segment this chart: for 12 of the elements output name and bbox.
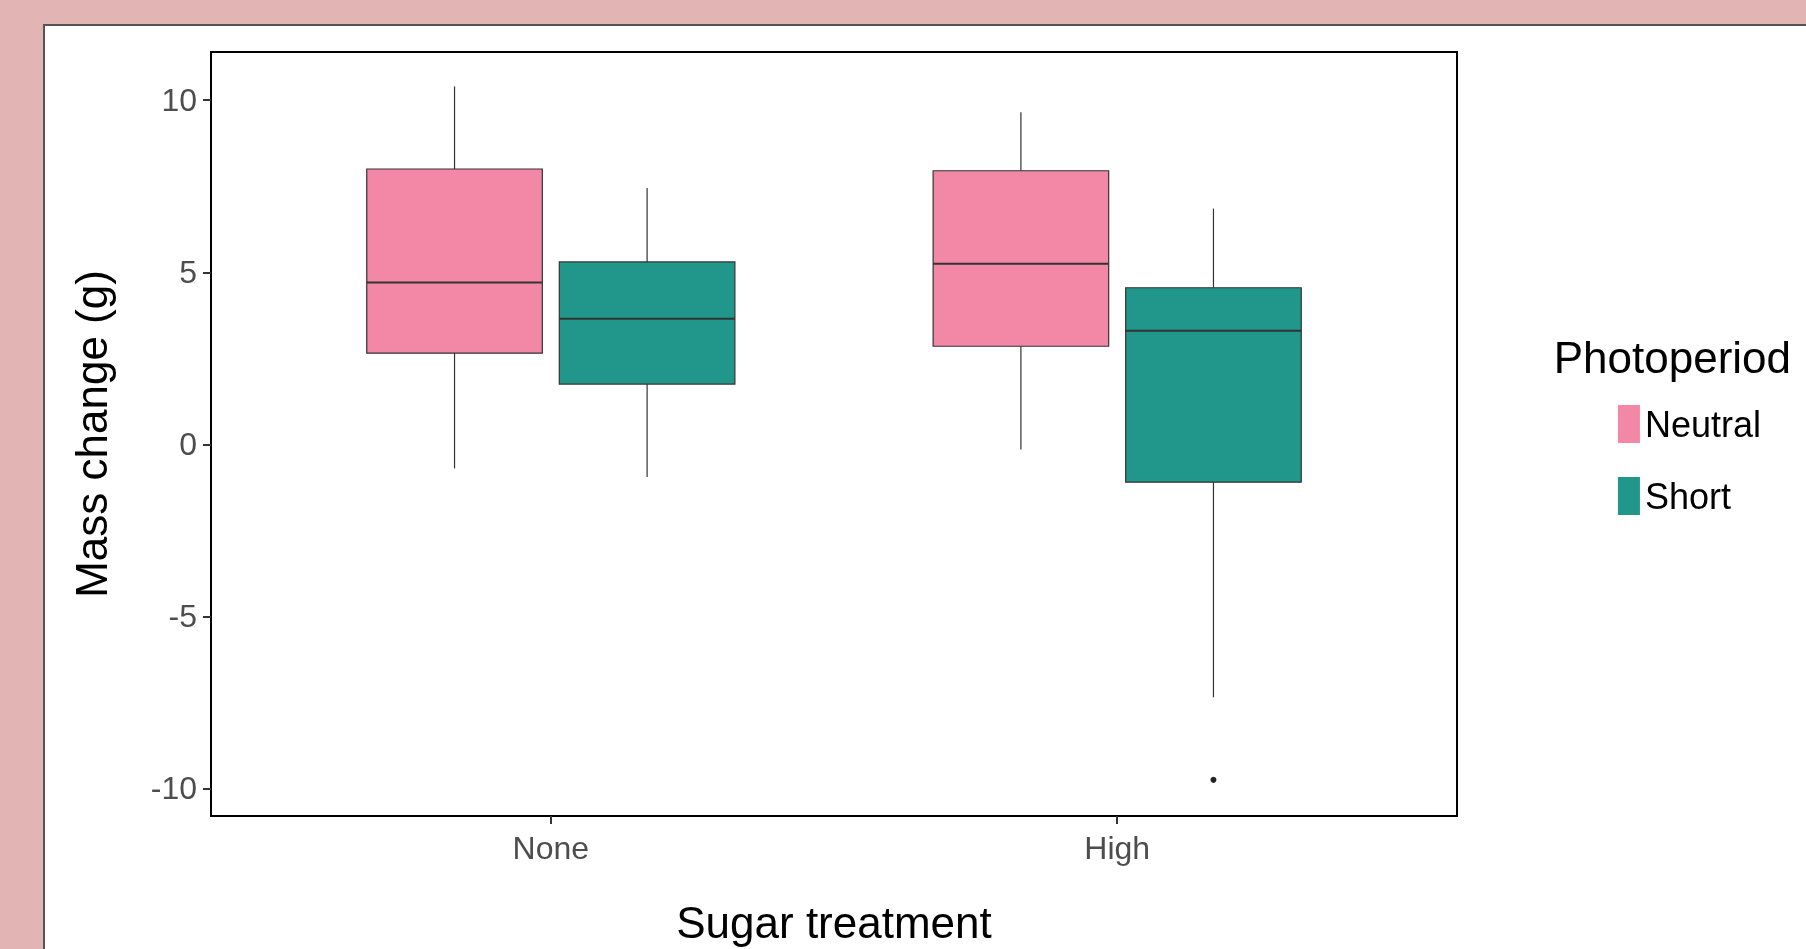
y-tick-label: 0 (179, 426, 197, 463)
y-axis-title: Mass change (g) (66, 270, 116, 598)
legend-title: Photoperiod (1553, 332, 1791, 382)
legend-label: Neutral (1644, 403, 1762, 445)
x-tick-label: None (512, 830, 590, 866)
y-tick-label: -5 (168, 598, 197, 635)
y-tick-label: 10 (161, 82, 197, 119)
x-tick-label: High (1084, 830, 1151, 866)
y-tick-label: -10 (150, 770, 197, 807)
y-tick-label: 5 (179, 254, 197, 291)
legend-label: Short (1644, 475, 1731, 517)
x-axis-title: Sugar treatment (676, 897, 992, 947)
